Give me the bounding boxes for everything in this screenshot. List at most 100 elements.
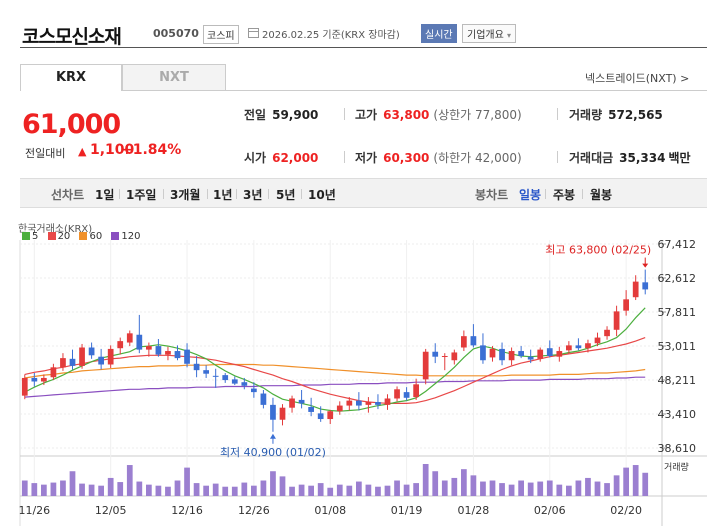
line-chart-button[interactable]: 선차트 [51,188,85,202]
volume-bar [222,486,229,496]
company-overview-label: 기업개요 [467,30,504,41]
candle-body [585,343,591,349]
volume-bar [632,465,639,496]
stat-amount-unit: 백만 [668,151,691,165]
candle-body [174,351,181,359]
stat-amount: 거래대금 35,334 백만 [569,149,691,166]
candle-body [41,377,47,382]
candle-body [451,352,458,361]
volume-bar [336,484,343,496]
period-10y[interactable]: 10년 [308,188,336,202]
legend-swatch [79,232,88,240]
candle-body [184,349,190,364]
volume-bar [60,480,66,496]
candle-body [155,346,162,355]
period-1d[interactable]: 1일 [95,188,115,202]
volume-bar [518,480,524,496]
realtime-button[interactable]: 실시간 [421,24,457,43]
y-tick-label: 43,410 [658,408,697,421]
volume-bar [470,475,477,496]
divider [236,189,237,199]
volume-bar [165,486,171,496]
volume-bar [41,484,47,496]
stat-open-label: 시가 [244,151,267,165]
daily-button[interactable]: 일봉 [519,188,542,202]
legend-label: 20 [57,231,71,242]
stat-high-value: 63,800 [383,108,430,122]
stock-name: 코스모신소재 [22,26,122,48]
volume-bar [613,475,620,496]
candle-chart-button[interactable]: 봉차트 [475,188,509,202]
divider [268,189,269,199]
company-overview-button[interactable]: 기업개요 ▾ [462,24,517,43]
chevron-down-icon: ▾ [507,31,512,40]
volume-bar [298,484,305,496]
candle-body [31,377,38,382]
moving-average-ma120 [24,376,646,398]
legend-label: 60 [89,231,103,242]
volume-bar [346,485,353,496]
volume-label: 거래량 [664,461,689,473]
volume-bar [508,484,515,496]
volume-bar [21,480,28,496]
candle-body [251,388,257,393]
candle-body [604,329,610,337]
volume-bar [270,471,276,496]
calendar-icon [248,28,259,38]
candle-body [470,336,477,346]
stat-low-label: 저가 [355,151,378,165]
legend-ma120: 120 [111,231,141,242]
volume-bar [146,484,152,496]
candle-body [441,355,448,357]
candle-body [527,356,534,360]
candle-body [79,347,85,366]
volume-bar [527,482,534,496]
candle-body [508,351,515,361]
volume-bar [566,485,572,496]
candle-body [613,311,620,330]
stat-volume-label: 거래량 [569,108,603,122]
divider [207,189,208,199]
period-3m[interactable]: 3개월 [170,188,201,202]
candle-body [336,405,343,412]
candle-body [413,384,419,398]
volume-bar [88,484,95,496]
stat-low-limit: (하한가 42,000) [433,151,522,165]
volume-bar [50,482,57,496]
volume-bar [126,465,133,496]
stat-high: 고가 63,800 (상한가 77,800) [355,106,522,123]
volume-bar [174,480,181,496]
period-1y[interactable]: 1년 [213,188,233,202]
candle-body [69,358,76,366]
period-3y[interactable]: 3년 [243,188,263,202]
price-chart[interactable]: 67,412 62,612 57,811 53,011 48,211 43,410 38,6… [0,240,707,526]
change-percent: +1.84% [121,142,182,158]
up-triangle-icon: ▲ [78,145,87,158]
x-tick-label: 12/05 [95,504,127,517]
period-1w[interactable]: 1주일 [126,188,157,202]
volume-bar [623,467,629,496]
volume-bar [441,480,448,496]
tab-nxt[interactable]: NXT [122,64,226,91]
candle-body [432,351,439,357]
monthly-button[interactable]: 월봉 [590,188,613,202]
y-tick-label: 38,610 [658,442,697,455]
candle-body [346,400,353,406]
period-5y[interactable]: 5년 [276,188,296,202]
volume-bar [356,481,362,496]
candle-body [365,402,372,405]
candle-body [60,358,66,368]
stat-prev: 전일 59,900 [244,106,318,123]
weekly-button[interactable]: 주봉 [553,188,576,202]
stat-prev-value: 59,900 [272,108,319,122]
x-tick-label: 01/08 [314,504,346,517]
tab-krx[interactable]: KRX [20,64,122,91]
stock-code: 005070 [153,27,199,40]
legend-label: 5 [32,231,39,242]
candle-body [537,349,544,359]
volume-bar [499,483,505,496]
nextrade-link[interactable]: 넥스트레이드(NXT) > [585,72,690,85]
x-tick-label: 12/16 [171,504,203,517]
candle-body [107,348,114,365]
candle-body [279,407,286,420]
